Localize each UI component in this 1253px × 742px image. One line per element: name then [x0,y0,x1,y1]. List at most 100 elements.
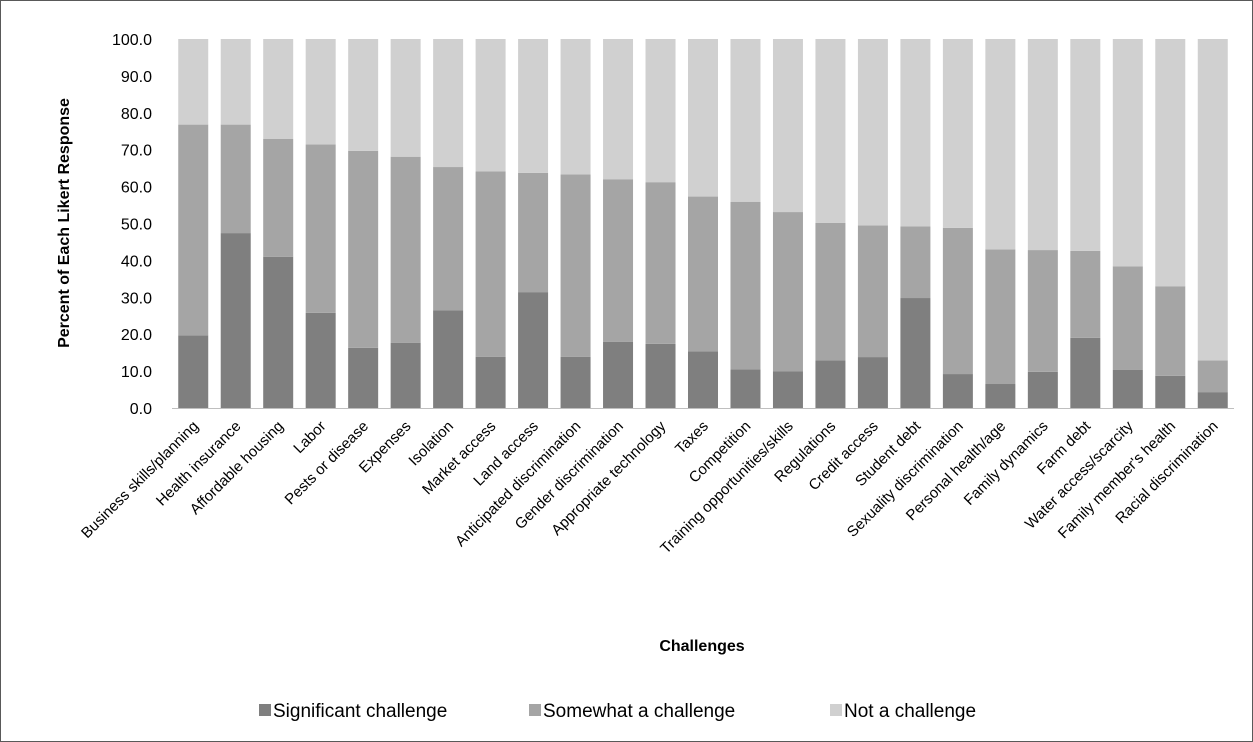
bar-segment [857,357,888,408]
bar-segment [1112,266,1143,370]
bar-segment [1070,39,1101,251]
bar-segment [815,39,846,223]
bar-segment [1197,392,1228,408]
bar-segment [730,201,761,370]
bar-segment [220,124,251,234]
bar-segment [1027,39,1058,251]
bar-segment [1112,39,1143,267]
bar-segment [645,343,676,408]
x-axis-title: Challenges [659,638,744,655]
y-tick-label: 20.0 [121,327,152,344]
bar-segment [1070,250,1101,338]
y-tick-label: 80.0 [121,106,152,123]
bar-segment [942,374,973,408]
legend-swatch [259,704,271,716]
bar-segment [942,227,973,375]
category-label: Market access [419,418,499,498]
bar-segment [603,39,634,180]
bar-segment [1197,360,1228,393]
bar-segment [390,39,421,157]
bar-segment [603,179,634,342]
bar-segment [178,335,209,408]
bar-segment [433,39,464,168]
bar-segment [815,360,846,408]
bar-segment [985,249,1016,385]
legend-swatch [830,704,842,716]
bar-segment [603,341,634,408]
bar-segment [1155,39,1186,287]
bar-segment [772,371,803,408]
y-tick-label: 30.0 [121,290,152,307]
bar-segment [985,39,1016,250]
bars [178,39,1228,408]
bar-segment [518,292,549,408]
bar-segment [857,225,888,358]
bar-segment [688,351,718,408]
bar-segment [560,356,591,408]
bar-segment [560,39,591,175]
y-tick-label: 0.0 [130,401,152,418]
bar-segment [475,171,506,357]
y-axis-ticks: 0.0 10.0 20.0 30.0 40.0 50.0 60.0 70.0 80.0 90.0 1… [112,32,152,418]
y-tick-label: 50.0 [121,217,152,234]
category-label: Labor [290,418,329,457]
category-label: Taxes [672,418,712,458]
bar-segment [433,310,464,408]
bar-segment [390,342,421,408]
bar-segment [772,212,803,372]
bar-segment [178,124,209,336]
bar-segment [475,356,506,408]
bar-segment [220,233,251,408]
y-tick-label: 70.0 [121,143,152,160]
bar-segment [518,172,549,293]
bar-segment [815,222,846,361]
legend-label: Significant challenge [273,701,447,722]
bar-segment [1112,369,1143,408]
bar-segment [688,39,718,197]
bar-segment [560,174,591,357]
bar-segment [263,39,294,139]
bar-segment [1197,39,1228,361]
y-tick-label: 40.0 [121,253,152,270]
bar-segment [390,156,421,343]
bar-segment [857,39,888,226]
y-tick-label: 90.0 [121,69,152,86]
bar-segment [475,39,506,172]
bar-segment [1027,250,1058,372]
bar-segment [688,196,718,352]
y-tick-label: 100.0 [112,32,152,49]
bar-segment [900,298,931,408]
legend-swatch [529,704,541,716]
bar-segment [1070,337,1101,408]
bar-segment [730,369,761,408]
bar-segment [1155,286,1186,376]
legend: Significant challenge Somewhat a challeng… [259,701,976,722]
bar-segment [220,39,251,125]
bar-segment [772,39,803,213]
bar-segment [178,39,209,125]
bar-segment [433,167,464,311]
bar-segment [900,226,931,299]
bar-segment [348,150,379,348]
bar-segment [1155,375,1186,408]
bar-segment [730,39,761,202]
bar-segment [900,39,931,227]
bar-segment [263,256,294,408]
y-tick-label: 60.0 [121,180,152,197]
bar-segment [645,182,676,344]
y-tick-label: 10.0 [121,364,152,381]
bar-segment [645,39,676,183]
bar-segment [305,39,336,145]
bar-segment [305,144,336,313]
bar-segment [518,39,549,173]
bar-segment [942,39,973,228]
legend-label: Somewhat a challenge [543,701,735,722]
bar-segment [263,138,294,257]
bar-segment [985,384,1016,408]
bar-segment [1027,371,1058,408]
y-axis-title: Percent of Each Likert Response [56,98,73,348]
bar-segment [348,347,379,408]
legend-label: Not a challenge [844,701,976,722]
